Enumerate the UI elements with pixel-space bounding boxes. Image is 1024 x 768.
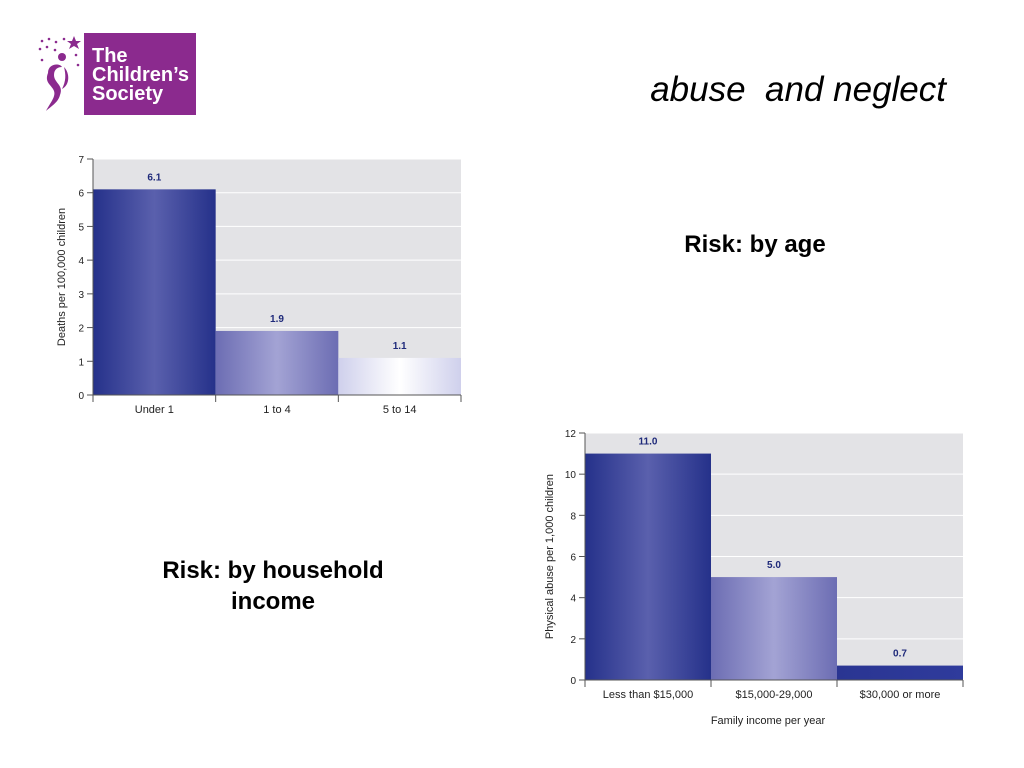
bar (215, 330, 339, 395)
y-tick-label: 2 (78, 324, 84, 335)
x-category-label: 5 to 14 (383, 404, 417, 416)
y-tick-label: 3 (78, 290, 84, 301)
bar (711, 577, 837, 680)
bar-value-label: 11.0 (639, 437, 658, 448)
y-tick-label: 7 (78, 155, 84, 166)
y-tick-label: 0 (570, 676, 576, 687)
bar (338, 357, 461, 395)
y-tick-label: 6 (570, 553, 576, 564)
y-tick-label: 0 (78, 391, 84, 402)
bar-value-label: 0.7 (893, 649, 907, 660)
x-category-label: $30,000 or more (860, 689, 941, 701)
logo-figure-icon (38, 36, 81, 111)
caption-line: income (230, 588, 316, 615)
logo-text-line: Society (92, 83, 164, 105)
bar (93, 189, 216, 395)
y-tick-label: 2 (570, 635, 576, 646)
y-axis-label: Deaths per 100,000 children (56, 208, 68, 346)
x-category-label: $15,000-29,000 (735, 689, 812, 701)
logo-text-line: Children’s (92, 64, 190, 86)
y-tick-label: 4 (570, 594, 576, 605)
logo-text-line: The (92, 45, 128, 67)
y-tick-label: 6 (78, 189, 84, 200)
x-category-label: Under 1 (135, 404, 174, 416)
y-tick-label: 8 (570, 511, 576, 522)
bar (585, 453, 711, 680)
childrens-society-logo: The Children’s Society (34, 33, 196, 115)
bar-value-label: 5.0 (767, 560, 781, 571)
caption-line: Risk: by household (162, 557, 384, 584)
slide-title: abuse and neglect (650, 70, 946, 109)
y-tick-label: 10 (565, 470, 577, 481)
x-axis-label: Family income per year (711, 715, 826, 727)
y-tick-label: 1 (78, 357, 84, 368)
y-axis-label: Physical abuse per 1,000 children (544, 474, 556, 639)
y-tick-label: 5 (78, 222, 84, 233)
bar-value-label: 1.1 (393, 341, 407, 352)
x-category-label: 1 to 4 (263, 404, 291, 416)
bar-value-label: 1.9 (270, 314, 284, 325)
x-category-label: Less than $15,000 (603, 689, 694, 701)
caption-risk-by-income: Risk: by household income (128, 555, 418, 617)
bar (837, 665, 963, 680)
y-tick-label: 12 (565, 429, 577, 440)
bar-value-label: 6.1 (147, 172, 161, 183)
caption-risk-by-age: Risk: by age (684, 231, 826, 258)
y-tick-label: 4 (78, 256, 84, 267)
